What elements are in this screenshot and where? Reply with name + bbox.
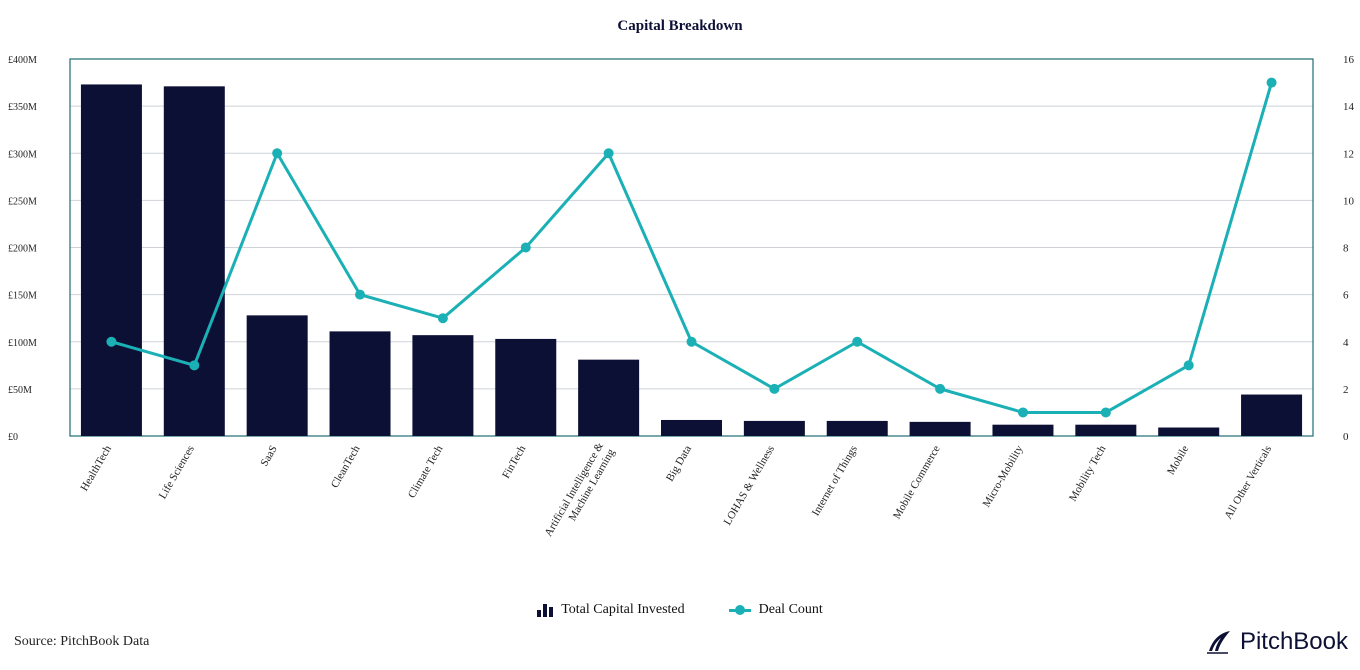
deal-count-point [769,383,780,394]
x-tick-label: Mobile Commerce [891,443,943,521]
deal-count-point [355,289,366,300]
x-tick-label: FinTech [500,443,529,481]
legend-label-deal-count: Deal Count [758,602,823,617]
bar-chart-icon [537,603,554,617]
bar [992,424,1054,436]
deal-count-point [520,242,531,253]
bar [909,421,971,436]
x-tick-label: LOHAS & Wellness [722,444,777,528]
y-right-tick-label: 10 [1343,195,1355,207]
x-tick-label: Life Sciences [157,444,197,502]
x-tick-label: Artificial Intelligence &Machine Learnin… [542,440,617,545]
bar [1075,424,1137,436]
x-tick-label: Micro-Mobility [981,443,1026,509]
bar [1158,427,1220,436]
bar [329,331,391,436]
chart-plot: £0 £50M £100M £150M £200M £250M £300M £350M £400… [8,54,1355,545]
source-note: Source: PitchBook Data [14,634,150,649]
y-right-tick-label: 0 [1343,431,1349,443]
feather-icon [1206,631,1230,654]
bar [80,84,142,436]
deal-count-point [852,336,863,347]
deal-count-point [106,336,117,347]
y-left-tick-label: £150M [8,291,37,302]
bar [743,420,805,436]
deal-count-point [1100,407,1111,418]
bar [1241,394,1303,436]
y-left-tick-label: £400M [8,55,37,66]
y-left-tick-label: £0 [8,432,18,443]
y-right-tick-label: 4 [1343,337,1349,349]
brand-logo: PitchBook [1204,628,1348,656]
bar [661,419,722,436]
y-left-tick-label: £300M [8,149,37,160]
deal-count-point [686,336,697,347]
brand-name: PitchBook [1239,628,1348,655]
y-right-tick-label: 8 [1343,243,1349,255]
y-right-tick-label: 12 [1343,148,1354,160]
deal-count-point [1017,407,1028,418]
bar [163,86,225,437]
legend-item-deal-count[interactable]: Deal Count [728,602,823,618]
bar [578,359,640,436]
bar [412,335,474,436]
x-tick-label: Climate Tech [406,443,446,500]
x-tick-label: Mobility Tech [1067,443,1109,503]
chart-title: Capital Breakdown [617,18,743,34]
x-tick-label: All Other Verticals [1222,444,1274,522]
bar [826,420,888,436]
y-left-tick-label: £200M [8,244,37,255]
x-tick-label: HealthTech [78,443,114,493]
legend-item-capital[interactable]: Total Capital Invested [537,602,685,618]
x-tick-label: Mobile [1165,443,1191,477]
deal-count-point [1183,360,1194,371]
y-right-tick-label: 14 [1343,101,1355,113]
deal-count-point [935,383,946,394]
x-tick-label: SaaS [258,444,279,469]
deal-count-point [437,313,448,324]
deal-count-point [189,360,200,371]
x-tick-label: Internet of Things [810,444,860,519]
deal-count-point [272,148,283,159]
x-tick-label: Big Data [664,443,694,483]
y-right-tick-label: 2 [1343,384,1349,396]
y-right-tick-label: 16 [1343,54,1355,66]
line-marker-icon [728,603,751,617]
legend-label-capital: Total Capital Invested [561,602,685,617]
chart-legend: Total Capital Invested Deal Count [0,602,1360,618]
y-left-tick-label: £350M [8,102,37,113]
bar [246,315,308,436]
x-tick-label: CleanTech [329,443,363,490]
y-left-tick-label: £100M [8,338,37,349]
y-right-tick-label: 6 [1343,290,1349,302]
y-left-tick-label: £50M [8,385,32,396]
y-left-tick-label: £250M [8,196,37,207]
bar [495,338,557,436]
deal-count-point [603,148,614,159]
deal-count-point [1266,77,1277,88]
